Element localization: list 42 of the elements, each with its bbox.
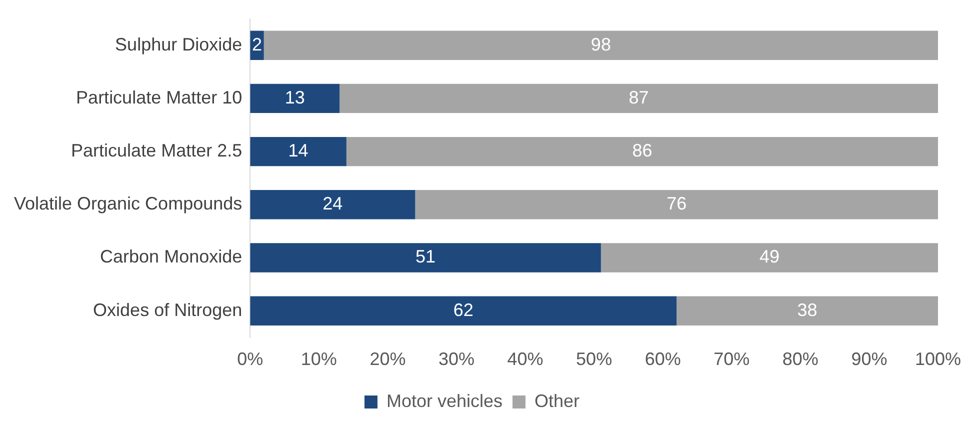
x-tick-label: 90%	[851, 349, 888, 370]
bar	[250, 243, 601, 272]
data-label: 38	[797, 300, 818, 320]
bar	[600, 243, 938, 272]
data-label: 51	[416, 246, 436, 267]
data-label: 24	[322, 194, 343, 214]
data-label: 98	[590, 34, 611, 54]
bar	[250, 84, 340, 114]
bar	[340, 84, 938, 114]
data-label: 14	[288, 140, 308, 161]
x-tick-label: 30%	[438, 349, 475, 370]
x-tick-label: 40%	[507, 349, 544, 370]
x-tick-label: 60%	[644, 349, 681, 370]
data-label: 62	[453, 300, 474, 320]
bar	[676, 296, 938, 326]
x-tick-label: 20%	[370, 349, 406, 370]
y-tick-label: Sulphur Dioxide	[115, 34, 242, 54]
bar	[415, 190, 938, 220]
data-label: 87	[628, 87, 649, 108]
y-tick-label: Oxides of Nitrogen	[93, 300, 242, 320]
data-label: 49	[759, 246, 780, 267]
x-tick-label: 10%	[300, 349, 337, 370]
data-label: 2	[252, 34, 262, 54]
x-tick-label: 0%	[237, 349, 264, 370]
x-tick-label: 80%	[782, 349, 818, 370]
data-label: 13	[284, 87, 305, 108]
bar	[250, 296, 677, 326]
data-label: 76	[666, 194, 687, 214]
bar	[250, 136, 346, 166]
legend-label: Other	[534, 390, 580, 411]
x-tick-label: 100%	[914, 349, 962, 370]
bar	[264, 30, 938, 60]
y-tick-label: Particulate Matter 2.5	[71, 140, 242, 161]
y-tick-label: Carbon Monoxide	[100, 246, 242, 267]
y-tick-label: Volatile Organic Compounds	[14, 194, 242, 214]
legend-label: Motor vehicles	[386, 390, 503, 411]
bar	[346, 136, 938, 166]
data-label: 86	[632, 140, 652, 161]
x-tick-label: 70%	[714, 349, 750, 370]
bar	[250, 190, 416, 220]
y-tick-label: Particulate Matter 10	[76, 87, 242, 108]
x-tick-label: 50%	[576, 349, 612, 370]
